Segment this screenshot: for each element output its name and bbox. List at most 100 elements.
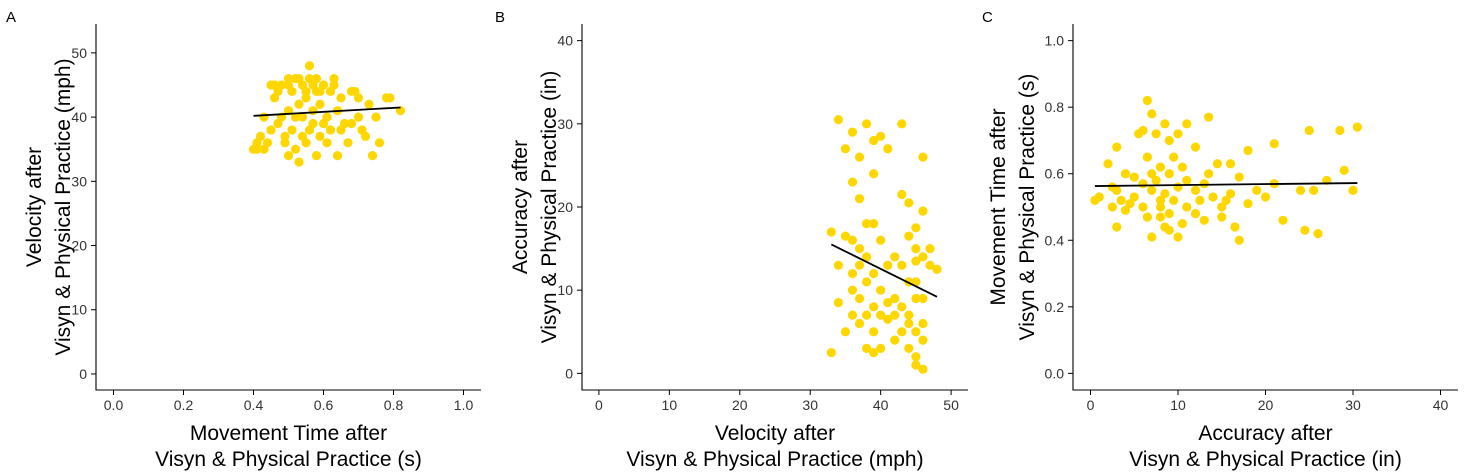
data-point	[897, 327, 907, 337]
data-point	[315, 131, 325, 141]
panel-a: A 0.0 0.2 0.4 0.6 0.8 1.0 0 10 20 30 40 50 Movement T…	[6, 9, 481, 471]
data-point	[1103, 159, 1113, 169]
data-point	[385, 93, 395, 103]
x-tick-label: 30	[802, 397, 818, 413]
data-point	[869, 327, 879, 337]
data-point	[1160, 189, 1170, 199]
data-point	[826, 227, 836, 237]
data-point	[276, 80, 287, 90]
data-point	[883, 144, 893, 154]
x-axis-title: Velocity after	[715, 422, 835, 445]
data-point	[1151, 175, 1161, 185]
data-point	[1304, 125, 1314, 136]
data-point	[1120, 169, 1131, 179]
data-point	[918, 335, 928, 345]
data-point	[918, 252, 928, 262]
data-point	[1182, 175, 1192, 185]
x-tick-label: 0.0	[104, 397, 124, 413]
data-point	[1164, 209, 1174, 219]
data-point	[1129, 172, 1139, 182]
data-point	[1212, 159, 1222, 169]
x-tick-label: 10	[662, 397, 678, 413]
data-point	[1217, 212, 1227, 222]
data-point	[287, 86, 297, 97]
data-point	[1225, 189, 1236, 199]
data-point	[266, 125, 276, 135]
x-tick-label: 30	[1345, 397, 1361, 413]
x-tick-label: 20	[732, 397, 748, 413]
data-point	[1195, 195, 1205, 205]
data-point	[1295, 185, 1306, 195]
data-point	[1169, 152, 1179, 162]
data-point	[861, 310, 872, 320]
x-axis-title: Visyn & Physical Practice (mph)	[626, 448, 923, 471]
panel-label: C	[982, 9, 993, 26]
data-point	[932, 264, 942, 274]
regression-line	[830, 243, 938, 298]
data-point	[1313, 229, 1323, 239]
data-point	[329, 73, 339, 84]
data-point	[840, 231, 851, 241]
data-point	[897, 260, 907, 270]
data-point	[869, 302, 879, 312]
data-point	[1243, 145, 1253, 156]
data-point	[1112, 142, 1122, 152]
data-point	[1120, 205, 1131, 215]
data-point	[346, 118, 357, 129]
data-point	[869, 219, 879, 229]
x-tick-label: 0.4	[244, 397, 264, 413]
y-tick-label: 10	[557, 282, 573, 298]
data-point	[1142, 212, 1152, 222]
data-point	[854, 260, 865, 270]
data-point	[861, 343, 872, 354]
data-point	[353, 93, 364, 103]
data-point	[904, 198, 914, 208]
data-point	[1182, 202, 1192, 212]
data-point	[847, 127, 858, 137]
data-point	[1243, 199, 1253, 209]
data-point	[861, 119, 872, 129]
data-point	[1138, 179, 1148, 189]
data-point	[1160, 119, 1170, 129]
data-point	[1208, 192, 1218, 202]
y-tick-label: 30	[71, 173, 87, 189]
y-tick-label: 1.0	[1045, 33, 1065, 49]
data-point	[290, 144, 301, 154]
data-point	[269, 80, 280, 90]
data-point	[1339, 165, 1349, 175]
data-point	[1199, 215, 1209, 225]
data-point	[1182, 119, 1192, 129]
data-point	[252, 144, 262, 154]
data-point	[904, 231, 914, 241]
data-point	[1269, 139, 1279, 149]
y-tick-label: 0.4	[1045, 232, 1065, 248]
y-tick-label: 0.6	[1045, 166, 1065, 182]
data-point	[1107, 202, 1117, 212]
data-point	[925, 260, 935, 270]
data-point	[918, 293, 928, 304]
data-point	[367, 151, 378, 161]
data-point	[897, 302, 907, 312]
data-point	[1147, 232, 1157, 242]
panel-label: B	[495, 9, 505, 26]
data-point	[1190, 185, 1201, 195]
data-point	[876, 131, 886, 141]
data-point	[336, 93, 346, 103]
data-point	[336, 125, 346, 135]
y-axis-title: Visyn & Physical Practice (mph)	[52, 58, 75, 355]
data-point	[1129, 192, 1139, 202]
data-point	[854, 318, 865, 329]
data-point	[360, 131, 371, 141]
data-point	[854, 194, 865, 204]
data-point	[833, 298, 843, 308]
data-point	[1309, 185, 1319, 195]
data-point	[1230, 222, 1240, 232]
data-point	[1278, 215, 1288, 225]
data-point	[353, 112, 364, 122]
data-point	[847, 310, 858, 320]
data-point	[869, 135, 879, 146]
data-point	[1234, 172, 1244, 182]
data-point	[364, 99, 374, 109]
x-tick-label: 0.2	[174, 397, 194, 413]
x-tick-label: 0.6	[314, 397, 334, 413]
